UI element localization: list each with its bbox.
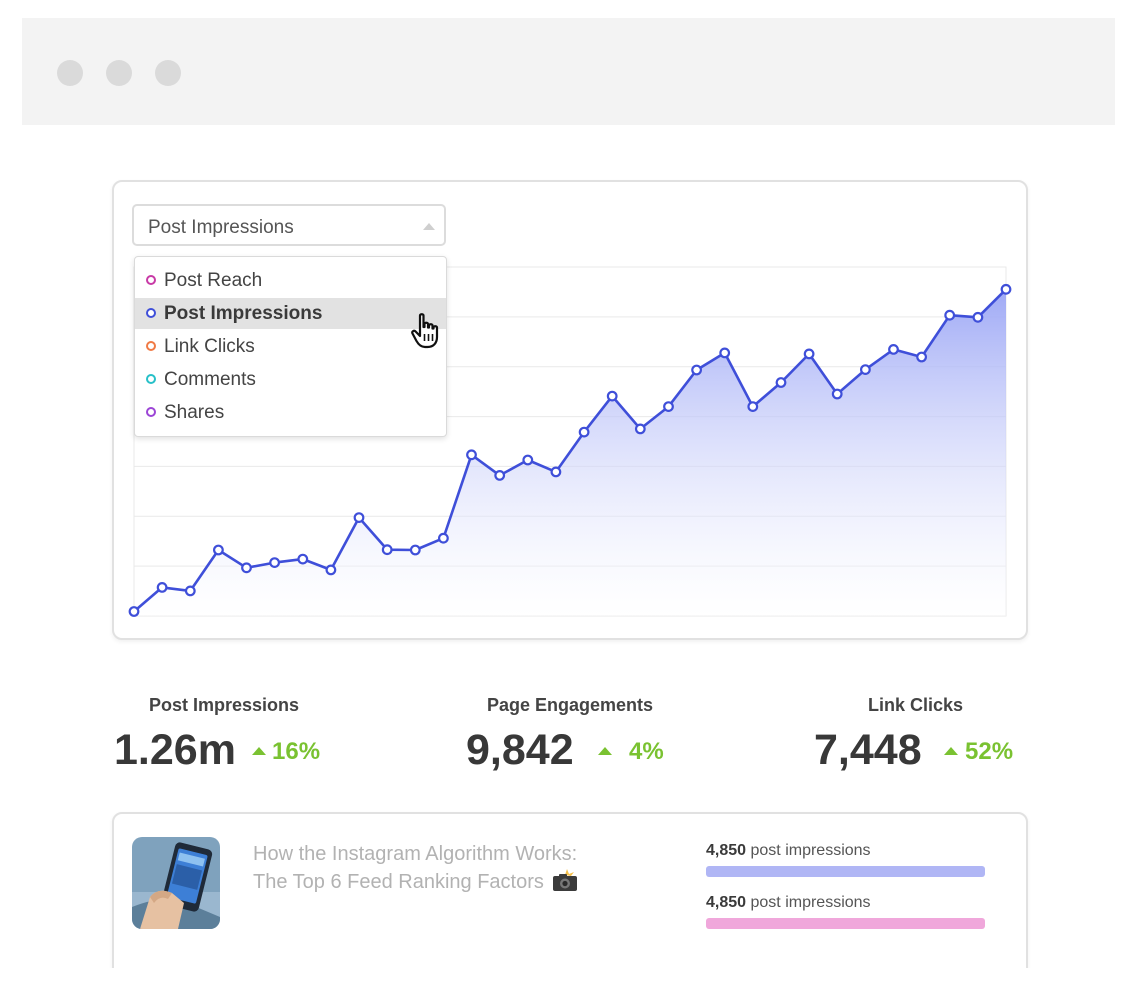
post-stat-value: 4,850 — [706, 894, 747, 911]
post-stat-unit: post impressions — [750, 842, 871, 859]
window-maximize-dot[interactable] — [155, 60, 181, 86]
metric-value: 7,448 — [814, 726, 922, 774]
data-point — [831, 388, 843, 400]
data-point — [634, 423, 646, 435]
metric-change: 16% — [272, 738, 321, 765]
caret-up-icon — [423, 223, 435, 230]
series-color-dot-icon — [146, 308, 156, 318]
metric-select-value: Post Impressions — [148, 217, 294, 238]
data-point — [606, 390, 618, 402]
data-point — [775, 377, 787, 388]
post-stat: 4,850 post impressions — [706, 894, 871, 912]
series-color-dot-icon — [146, 407, 156, 417]
trend-up-icon — [252, 747, 266, 755]
metric-label: Page Engagements — [487, 695, 654, 715]
dropdown-option-label: Comments — [164, 369, 256, 390]
data-point — [747, 401, 759, 413]
data-point — [888, 343, 899, 355]
dropdown-option-label: Link Clicks — [164, 336, 255, 357]
metric-change: 4% — [629, 738, 664, 765]
metric-label: Link Clicks — [868, 695, 964, 715]
dropdown-option-post-reach[interactable]: Post Reach — [135, 265, 446, 296]
phone-in-hand-icon[interactable] — [132, 837, 220, 929]
data-point — [184, 585, 196, 597]
line-area-chart — [128, 266, 1012, 617]
data-point — [550, 466, 562, 478]
data-point — [522, 454, 534, 466]
window-titlebar — [22, 18, 1115, 125]
metric-label: Post Impressions — [149, 695, 300, 715]
dropdown-option-shares[interactable]: Shares — [135, 397, 446, 428]
hand-pointer-icon — [411, 313, 439, 349]
data-point — [578, 426, 590, 438]
post-title-line-2: The Top 6 Feed Ranking Factors — [253, 871, 544, 893]
top-post-card: How the Instagram Algorithm Works: The T… — [112, 812, 1028, 968]
data-point — [128, 606, 140, 617]
data-point — [325, 564, 337, 576]
post-secondary-bar — [706, 918, 985, 929]
data-point — [663, 401, 674, 413]
data-point — [803, 348, 815, 360]
dropdown-option-label: Post Reach — [164, 270, 263, 291]
series-color-dot-icon — [146, 275, 156, 285]
metric-change: 52% — [965, 738, 1014, 765]
browser-window: Post Impressions Post Reach Post Impressi… — [22, 18, 1115, 968]
data-point — [438, 532, 449, 544]
dropdown-option-post-impressions[interactable]: Post Impressions — [135, 298, 446, 329]
window-minimize-dot[interactable] — [106, 60, 132, 86]
trend-up-icon — [944, 747, 958, 755]
dropdown-option-comments[interactable]: Comments — [135, 364, 446, 395]
post-title[interactable]: How the Instagram Algorithm Works: The T… — [253, 840, 653, 896]
camera-flash-icon — [553, 869, 578, 891]
data-point — [916, 351, 927, 363]
data-point — [719, 347, 731, 359]
data-point — [156, 582, 168, 593]
trend-up-icon — [598, 747, 612, 755]
post-stat: 4,850 post impressions — [706, 842, 871, 860]
metric-value: 1.26m — [114, 726, 236, 774]
data-point — [269, 557, 281, 569]
dropdown-option-label: Shares — [164, 402, 225, 423]
data-point — [241, 562, 252, 574]
post-stat-value: 4,850 — [706, 842, 747, 859]
data-point — [860, 364, 871, 376]
metric-value: 9,842 — [466, 726, 574, 774]
post-stat-unit: post impressions — [750, 894, 871, 911]
metric-select[interactable]: Post Impressions — [132, 204, 446, 246]
data-point — [381, 544, 393, 556]
data-point — [691, 364, 702, 376]
data-point — [1000, 283, 1012, 295]
data-point — [353, 512, 365, 524]
post-title-line-1: How the Instagram Algorithm Works: — [253, 843, 578, 865]
data-point — [944, 309, 956, 321]
window-close-dot[interactable] — [57, 60, 83, 86]
data-point — [409, 544, 421, 556]
data-point — [972, 311, 984, 323]
series-color-dot-icon — [146, 341, 156, 351]
data-point — [297, 553, 309, 565]
dropdown-option-link-clicks[interactable]: Link Clicks — [135, 331, 446, 362]
chart-card: Post Impressions Post Reach Post Impressi… — [112, 180, 1028, 640]
dropdown-option-label: Post Impressions — [164, 303, 323, 324]
series-color-dot-icon — [146, 374, 156, 384]
data-point — [494, 470, 506, 481]
metric-dropdown-menu: Post Reach Post Impressions Link Clicks Com… — [134, 256, 447, 437]
post-impressions-bar — [706, 866, 985, 877]
data-point — [466, 449, 477, 461]
data-point — [212, 544, 224, 556]
